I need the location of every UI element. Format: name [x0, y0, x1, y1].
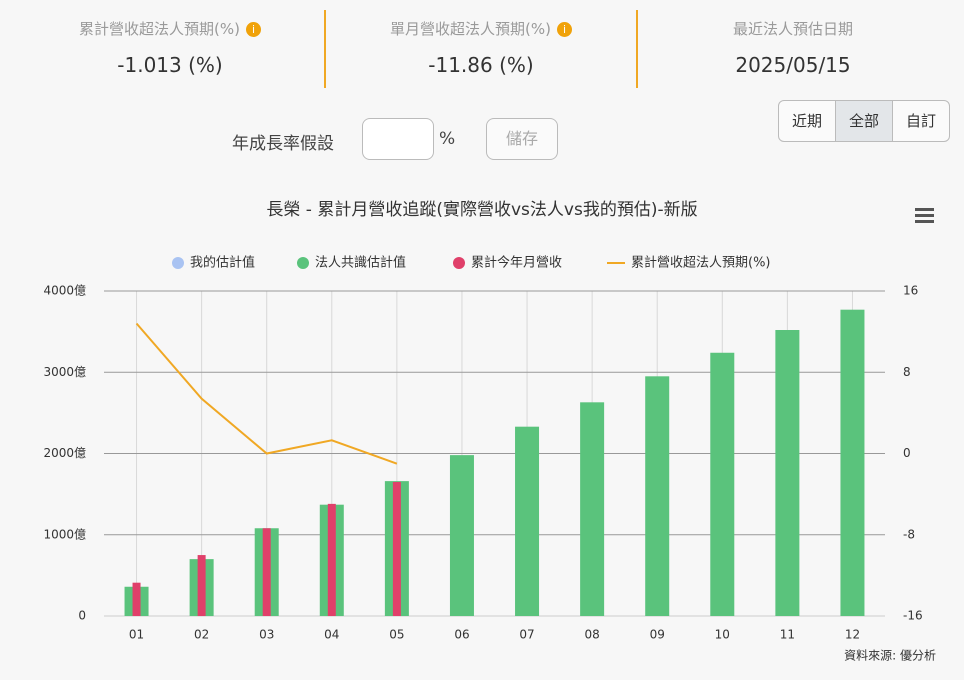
bar [392, 481, 401, 616]
x-tick-label: 03 [259, 628, 274, 642]
save-button[interactable]: 儲存 [486, 118, 558, 160]
stat-value: 2025/05/15 [735, 53, 851, 77]
stat-label: 最近法人預估日期 [732, 20, 853, 38]
y-tick-label: 1000億 [43, 527, 86, 541]
bar [132, 582, 141, 616]
info-icon[interactable]: i [245, 22, 261, 37]
line [135, 322, 398, 465]
stat-label: 累計營收超法人預期(%) [79, 20, 240, 38]
legend-label: 累計營收超法人預期(%) [631, 255, 771, 271]
bar [327, 503, 336, 616]
range-button[interactable]: 全部 [835, 100, 893, 142]
range-button[interactable]: 自訂 [892, 100, 950, 142]
bar [710, 352, 735, 616]
x-tick-label: 02 [194, 628, 209, 642]
unit: % [439, 129, 456, 149]
x-tick-label: 05 [389, 628, 404, 642]
bar [840, 309, 865, 616]
x-tick-label: 08 [584, 628, 599, 642]
y-tick-label: 4000億 [43, 284, 86, 298]
bar [645, 376, 670, 616]
x-tick-label: 09 [650, 628, 665, 642]
bar [262, 528, 271, 616]
stat-value: -1.013 (%) [117, 53, 223, 77]
y2-tick-label: -16 [903, 609, 923, 623]
bar [775, 330, 800, 616]
source: 資料來源: 優分析 [844, 649, 936, 663]
bar [197, 555, 206, 616]
bar [515, 426, 540, 616]
stat: 最近法人預估日期 2025/05/15 [638, 18, 948, 77]
stat-value: -11.86 (%) [428, 53, 534, 77]
chart-title: 長榮 - 累計月營收追蹤(實際營收vs法人vs我的預估)-新版 [266, 200, 697, 220]
bar [580, 402, 605, 616]
range-button[interactable]: 近期 [778, 100, 836, 142]
bar [449, 455, 474, 616]
legend-symbol [172, 257, 184, 269]
legend-symbol [453, 257, 465, 269]
legend-label: 法人共識估計值 [315, 255, 406, 271]
y-tick-label: 0 [78, 609, 86, 623]
x-tick-label: 04 [324, 628, 339, 642]
y-tick-label: 3000億 [43, 365, 86, 379]
y2-tick-label: 0 [903, 446, 911, 460]
x-tick-label: 07 [519, 628, 534, 642]
x-tick-label: 12 [845, 628, 860, 642]
legend-label: 我的估計值 [190, 255, 255, 271]
divider [636, 10, 638, 88]
x-tick-label: 06 [454, 628, 469, 642]
x-tick-label: 10 [715, 628, 730, 642]
y-tick-label: 2000億 [43, 446, 86, 460]
stat: 單月營收超法人預期(%) i -11.86 (%) [326, 18, 636, 77]
legend-symbol [297, 257, 309, 269]
y2-tick-label: -8 [903, 527, 915, 541]
stat-label: 單月營收超法人預期(%) [390, 20, 551, 38]
legend-label: 累計今年月營收 [471, 255, 562, 271]
y2-tick-label: 16 [903, 284, 918, 298]
growth-input[interactable] [362, 118, 434, 160]
stat: 累計營收超法人預期(%) i -1.013 (%) [15, 18, 325, 77]
menu-icon[interactable] [915, 208, 934, 223]
y2-tick-label: 8 [903, 365, 911, 379]
growth-label: 年成長率假設 [232, 134, 334, 154]
divider [324, 10, 326, 88]
info-icon[interactable]: i [556, 22, 572, 37]
x-tick-label: 01 [129, 628, 144, 642]
x-tick-label: 11 [780, 628, 795, 642]
